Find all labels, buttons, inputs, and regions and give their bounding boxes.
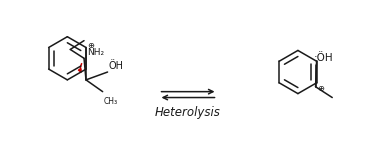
Text: NH₂: NH₂	[87, 48, 104, 57]
Text: ⊕: ⊕	[87, 41, 94, 50]
Text: :ÖH: :ÖH	[314, 53, 333, 63]
Text: Heterolysis: Heterolysis	[155, 106, 221, 119]
FancyArrowPatch shape	[79, 64, 82, 72]
Text: ÖH: ÖH	[108, 61, 124, 71]
Text: ⊕: ⊕	[317, 84, 324, 93]
Text: CH₃: CH₃	[104, 97, 118, 106]
